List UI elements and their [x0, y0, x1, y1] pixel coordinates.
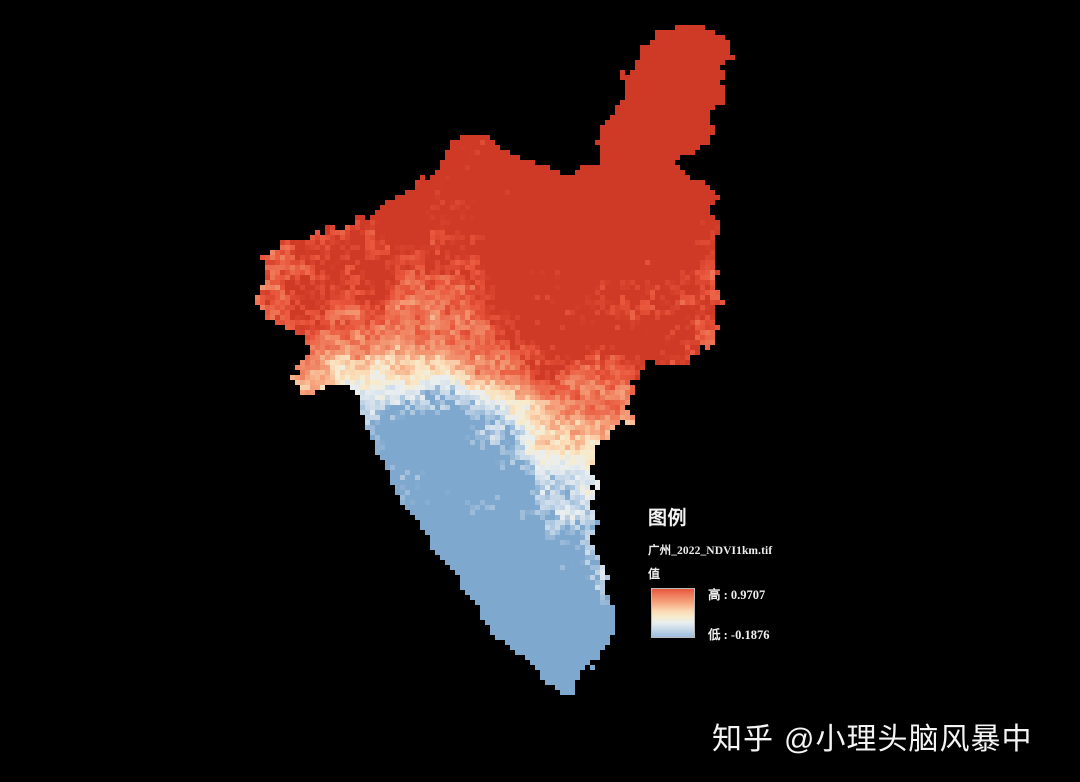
legend-low-label: 低 : -0.1876 [708, 628, 770, 642]
watermark: 知乎 @小理头脑风暴中 [712, 714, 1032, 758]
legend-color-ramp [651, 588, 695, 638]
watermark-brand: 知乎 [712, 723, 774, 756]
legend-title: 图例 [648, 508, 688, 529]
legend-value-label: 值 [648, 567, 661, 581]
map-legend: 图例 广州_2022_NDVI1km.tif 值 高 : 0.9707 低 : … [648, 508, 868, 642]
legend-ramp-row: 高 : 0.9707 低 : -0.1876 [648, 586, 868, 642]
legend-layer-name: 广州_2022_NDVI1km.tif [648, 545, 773, 557]
watermark-handle: @小理头脑风暴中 [784, 723, 1033, 756]
legend-high-label: 高 : 0.9707 [708, 588, 766, 602]
